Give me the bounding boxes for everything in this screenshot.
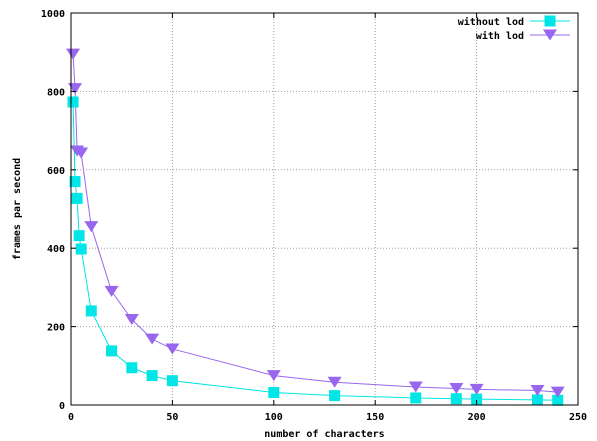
x-tick-label: 0 [68, 412, 74, 423]
data-point [67, 96, 79, 108]
grid [71, 13, 578, 405]
y-tick-label: 400 [47, 244, 65, 255]
data-point [166, 375, 178, 387]
data-point [106, 345, 118, 357]
y-tick-label: 600 [47, 166, 65, 177]
data-point [73, 230, 85, 242]
data-point [450, 393, 462, 405]
x-tick-label: 200 [468, 412, 486, 423]
y-tick-label: 800 [47, 87, 65, 98]
data-point [74, 147, 89, 159]
x-axis-label: number of characters [264, 429, 384, 440]
series-markers [66, 48, 565, 406]
data-point [471, 393, 483, 405]
data-point [146, 370, 158, 382]
legend: without lod with lod [458, 15, 570, 42]
x-tick-label: 150 [366, 412, 384, 423]
plot-frame [70, 12, 579, 406]
data-point [268, 386, 280, 398]
x-tick-label: 250 [569, 412, 587, 423]
x-axis-ticks: 0 50 100 150 200 250 [68, 13, 587, 423]
data-point [530, 384, 545, 396]
x-tick-label: 100 [265, 412, 283, 423]
data-point [327, 376, 342, 388]
y-tick-label: 1000 [41, 9, 65, 20]
series-lines [72, 54, 558, 401]
data-point [126, 362, 138, 374]
data-point [165, 343, 180, 355]
legend-marker [544, 15, 556, 27]
x-tick-label: 50 [166, 412, 178, 423]
legend-label: with lod [476, 30, 524, 42]
y-axis-ticks: 0 200 400 600 800 1000 [41, 9, 578, 412]
data-point [266, 370, 281, 382]
series-line [72, 101, 558, 401]
data-point [449, 383, 464, 395]
y-axis-label: frames par second [12, 158, 23, 260]
data-point [145, 333, 160, 345]
data-point [329, 390, 341, 402]
series-line [72, 54, 558, 393]
data-point [410, 392, 422, 404]
data-point [71, 192, 83, 204]
data-point [124, 314, 139, 326]
data-point [469, 383, 484, 395]
data-point [408, 381, 423, 393]
data-point [550, 386, 565, 398]
legend-label: without lod [458, 16, 524, 28]
data-point [84, 221, 99, 233]
data-point [66, 48, 81, 60]
legend-marker [543, 29, 557, 41]
data-point [69, 176, 81, 188]
y-tick-label: 0 [59, 401, 65, 412]
y-tick-label: 200 [47, 323, 65, 334]
data-point [552, 394, 564, 406]
data-point [531, 394, 543, 406]
data-point [104, 285, 119, 297]
data-point [75, 243, 87, 255]
data-point [85, 305, 97, 317]
data-point [68, 83, 83, 95]
